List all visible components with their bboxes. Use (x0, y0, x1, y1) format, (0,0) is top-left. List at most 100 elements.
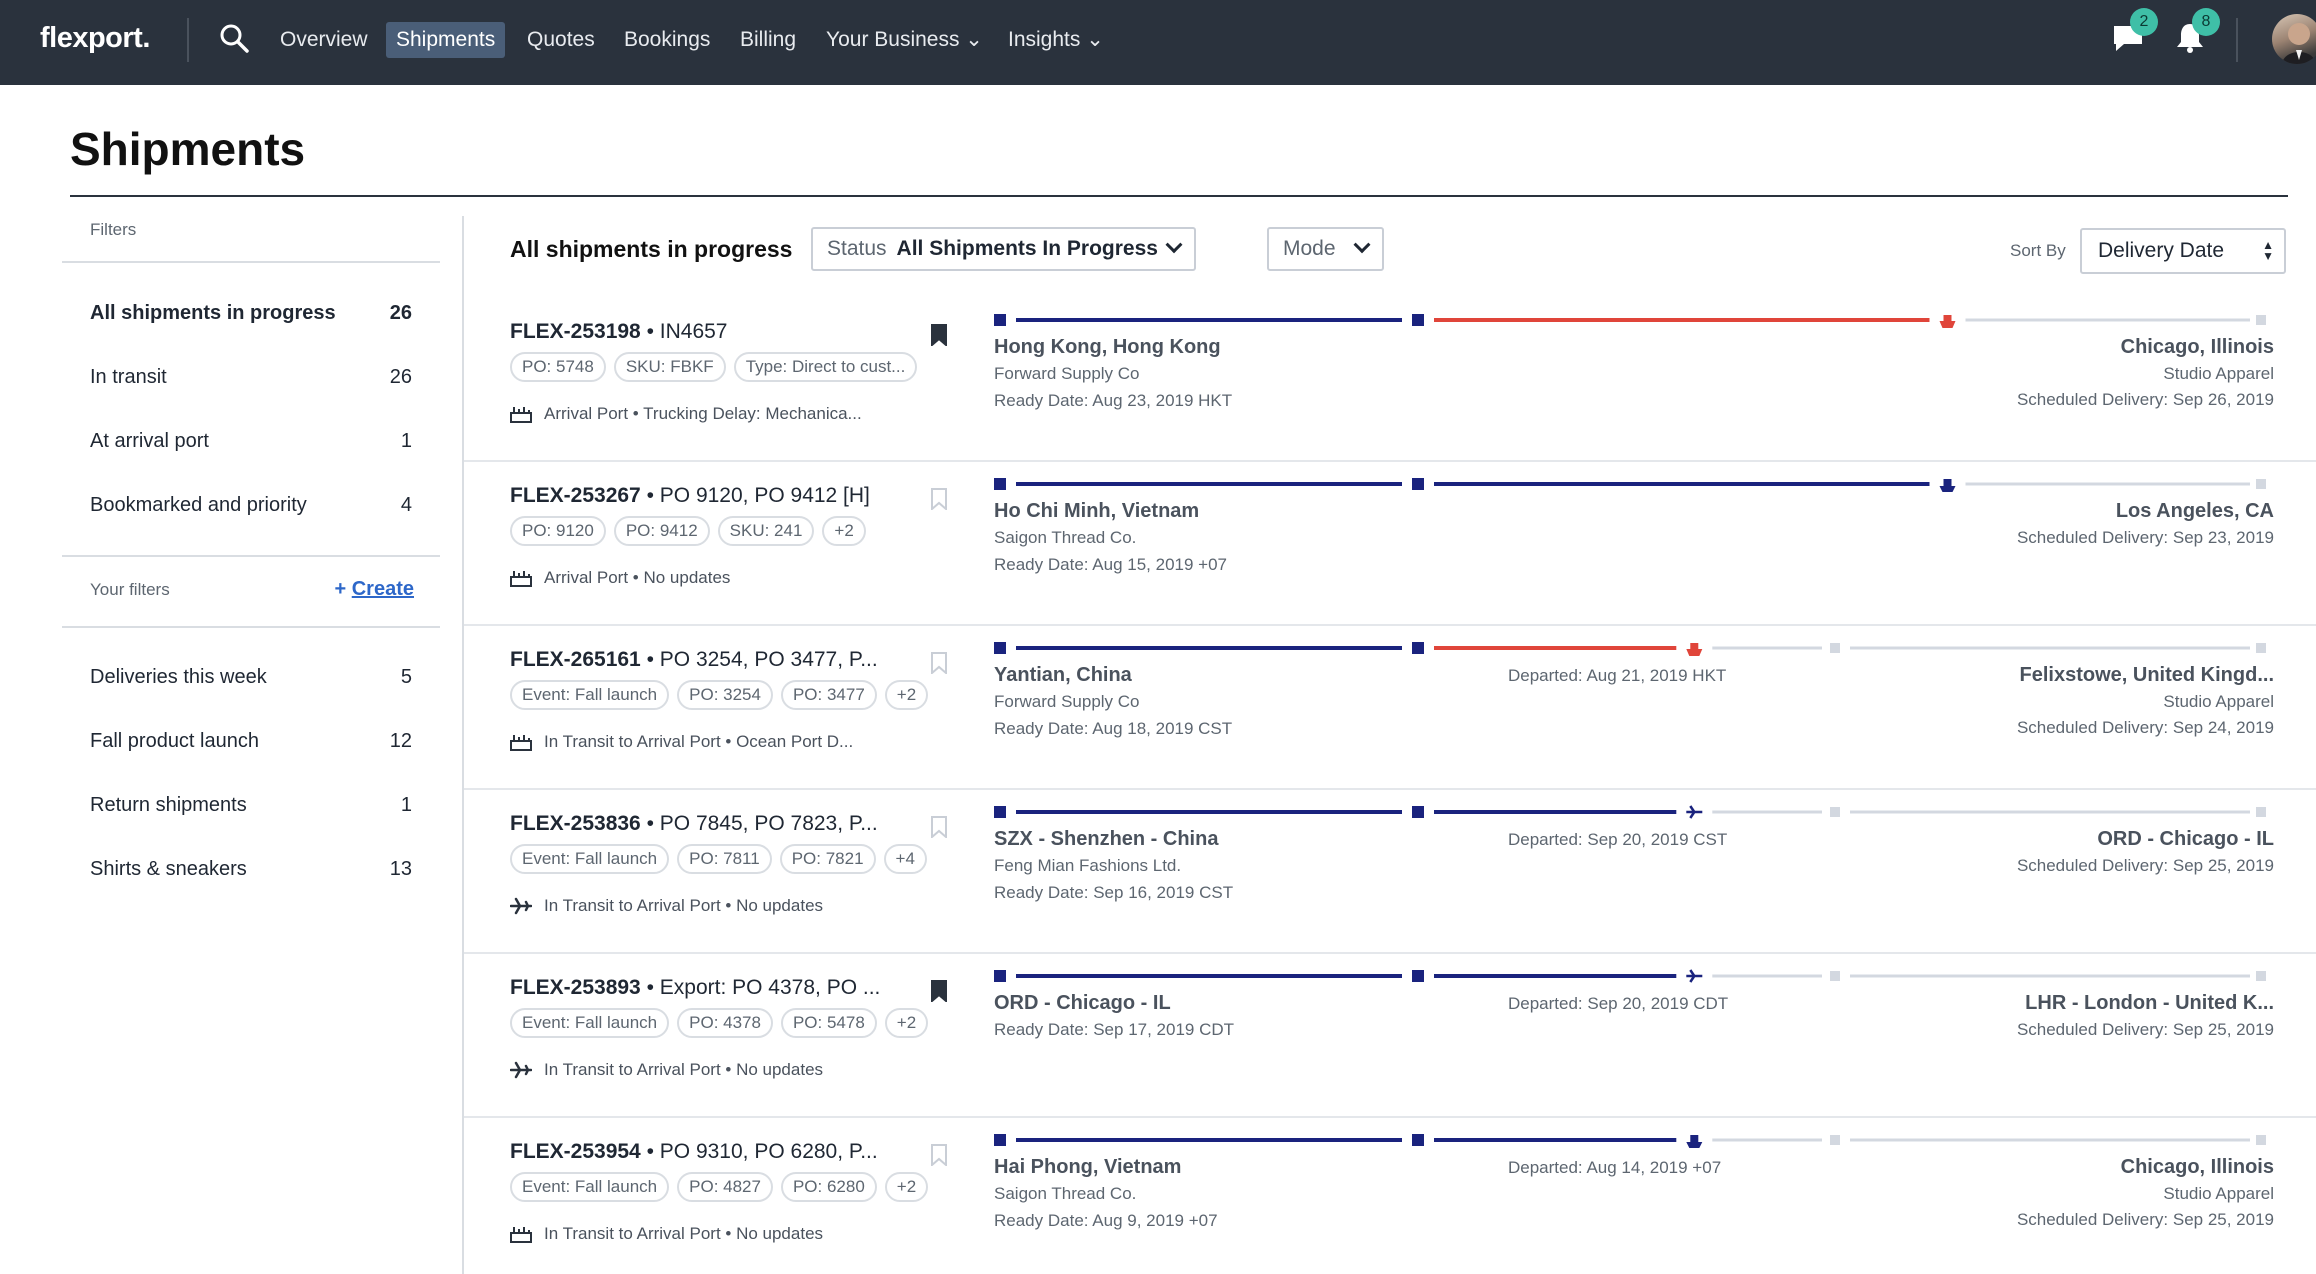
ship-alert-icon (1939, 315, 1956, 328)
shipment-tag[interactable]: SKU: 241 (717, 516, 815, 546)
shipment-tag[interactable]: +2 (884, 1008, 929, 1038)
shipment-tag[interactable]: +2 (884, 680, 929, 710)
nav-billing[interactable]: Billing (740, 28, 797, 51)
shipment-tag[interactable]: Event: Fall launch (510, 1008, 670, 1038)
origin-location: ORD - Chicago - IL (994, 992, 1171, 1014)
filter-in-transit[interactable]: In transit 26 (90, 366, 412, 389)
shipment-tag[interactable]: Type: Direct to cust... (733, 352, 918, 382)
shipment-id: FLEX-253267 (510, 484, 641, 507)
shipment-row[interactable]: FLEX-253954 • PO 9310, PO 6280, P... Even… (464, 1118, 2316, 1274)
shipment-title[interactable]: FLEX-253893 • Export: PO 4378, PO ... (510, 976, 880, 1000)
shipment-row[interactable]: FLEX-253267 • PO 9120, PO 9412 [H] PO: 91… (464, 462, 2316, 626)
nav-insights[interactable]: Insights ⌄ (1008, 28, 1104, 51)
filter-fall-product-launch[interactable]: Fall product launch 12 (90, 730, 412, 753)
shipment-tag[interactable]: +4 (883, 844, 927, 874)
shipment-references: • PO 9120, PO 9412 [H] (640, 484, 870, 507)
scheduled-delivery: Scheduled Delivery: Sep 26, 2019 (2016, 390, 2274, 409)
shipment-tag[interactable]: +2 (884, 1172, 929, 1202)
bookmark-icon[interactable] (930, 488, 948, 510)
shipment-references: • PO 9310, PO 6280, P... (640, 1140, 878, 1163)
shipment-progress-track (994, 1134, 2266, 1148)
sort-select[interactable]: Delivery Date ▲ ▼ (2080, 228, 2286, 274)
shipment-row[interactable]: FLEX-253836 • PO 7845, PO 7823, P... Even… (464, 790, 2316, 954)
pending-segment (1712, 646, 1822, 650)
tag-list: PO: 5748 SKU: FBKF Type: Direct to cust... (510, 352, 918, 382)
destination-location: LHR - London - United K... (2025, 992, 2274, 1014)
shipment-tag[interactable]: PO: 5478 (780, 1008, 877, 1038)
progress-segment (1016, 646, 1402, 650)
list-heading: All shipments in progress (510, 236, 793, 262)
origin-marker (994, 314, 1006, 326)
shipment-tag[interactable]: PO: 7821 (779, 844, 876, 874)
progress-segment (1016, 318, 1402, 322)
scheduled-delivery: Scheduled Delivery: Sep 25, 2019 (2016, 856, 2274, 875)
your-filters-caption: Your filters (90, 580, 170, 599)
bookmark-icon[interactable] (930, 980, 948, 1002)
filter-all-in-progress[interactable]: All shipments in progress 26 (90, 302, 412, 325)
shipment-title[interactable]: FLEX-265161 • PO 3254, PO 3477, P... (510, 648, 878, 672)
shipment-references: • Export: PO 4378, PO ... (640, 976, 881, 999)
pending-segment (1850, 974, 2250, 978)
nav-overview[interactable]: Overview (280, 28, 368, 51)
shipment-title[interactable]: FLEX-253198 • IN4657 (510, 320, 728, 344)
filter-return-shipments[interactable]: Return shipments 1 (90, 794, 412, 817)
shipment-tag[interactable]: PO: 5748 (510, 352, 606, 382)
shipment-tag[interactable]: Event: Fall launch (510, 680, 670, 710)
shipment-title[interactable]: FLEX-253954 • PO 9310, PO 6280, P... (510, 1140, 878, 1164)
shipment-references: • PO 7845, PO 7823, P... (640, 812, 878, 835)
search-icon[interactable] (218, 22, 250, 54)
progress-segment (1016, 974, 1402, 978)
shipment-status: In Transit to Arrival Port • No updates (510, 1060, 823, 1080)
page-title: Shipments (70, 123, 306, 175)
shipment-tag[interactable]: SKU: FBKF (613, 352, 726, 382)
bookmark-icon[interactable] (930, 816, 948, 838)
shipment-status: In Transit to Arrival Port • No updates (510, 896, 823, 916)
filter-count: 12 (389, 730, 412, 752)
shipment-tag[interactable]: PO: 3254 (677, 680, 773, 710)
filter-deliveries-this-week[interactable]: Deliveries this week 5 (90, 666, 412, 689)
ready-date: Ready Date: Aug 9, 2019 +07 (994, 1211, 1218, 1230)
scheduled-delivery: Scheduled Delivery: Sep 25, 2019 (2016, 1210, 2274, 1229)
flexport-logo[interactable]: flexport. (40, 22, 150, 54)
filter-shirts-sneakers[interactable]: Shirts & sneakers 13 (90, 858, 412, 881)
nav-your-business[interactable]: Your Business ⌄ (826, 28, 983, 51)
shipment-title[interactable]: FLEX-253836 • PO 7845, PO 7823, P... (510, 812, 878, 836)
shipment-row[interactable]: FLEX-253198 • IN4657 PO: 5748 SKU: FBKF Typ… (464, 298, 2316, 462)
progress-segment (1434, 974, 1677, 978)
origin-company: Feng Mian Fashions Ltd. (994, 856, 1182, 875)
arrival-port-marker (1830, 1135, 1840, 1145)
shipment-tag[interactable]: PO: 3477 (780, 680, 877, 710)
shipment-tag[interactable]: PO: 4378 (677, 1008, 773, 1038)
nav-quotes[interactable]: Quotes (527, 28, 595, 51)
shipment-tag[interactable]: PO: 7811 (677, 844, 772, 874)
user-avatar[interactable] (2272, 14, 2316, 64)
origin-marker (994, 1134, 1006, 1146)
filter-at-arrival-port[interactable]: At arrival port 1 (90, 430, 412, 453)
destination-location: ORD - Chicago - IL (2097, 828, 2274, 850)
arrival-port-marker (1830, 807, 1840, 817)
shipment-tag[interactable]: PO: 9412 (613, 516, 710, 546)
shipment-tag[interactable]: PO: 6280 (780, 1172, 877, 1202)
shipment-progress-track (994, 805, 2266, 819)
shipment-tag[interactable]: Event: Fall launch (510, 1172, 670, 1202)
sidebar-divider (62, 555, 440, 557)
messages-badge: 2 (2130, 8, 2158, 36)
shipment-row[interactable]: FLEX-265161 • PO 3254, PO 3477, P... Even… (464, 626, 2316, 790)
nav-shipments[interactable]: Shipments (386, 22, 506, 58)
nav-bookings[interactable]: Bookings (624, 28, 711, 51)
status-dropdown[interactable]: Status All Shipments In Progress (811, 227, 1196, 271)
shipment-title[interactable]: FLEX-253267 • PO 9120, PO 9412 [H] (510, 484, 870, 508)
shipment-tag[interactable]: Event: Fall launch (510, 844, 670, 874)
shipment-tag[interactable]: PO: 4827 (677, 1172, 773, 1202)
shipment-tag[interactable]: PO: 9120 (510, 516, 606, 546)
create-filter-link[interactable]: + Create (334, 578, 414, 600)
shipment-references: • IN4657 (640, 320, 728, 343)
mode-dropdown[interactable]: Mode (1267, 227, 1384, 271)
shipment-tag[interactable]: +2 (822, 516, 866, 546)
bookmark-icon[interactable] (930, 324, 948, 346)
bookmark-icon[interactable] (930, 1144, 948, 1166)
shipment-row[interactable]: FLEX-253893 • Export: PO 4378, PO ... Eve… (464, 954, 2316, 1118)
bookmark-icon[interactable] (930, 652, 948, 674)
origin-location: SZX - Shenzhen - China (994, 828, 1219, 850)
filter-bookmarked-priority[interactable]: Bookmarked and priority 4 (90, 494, 412, 517)
